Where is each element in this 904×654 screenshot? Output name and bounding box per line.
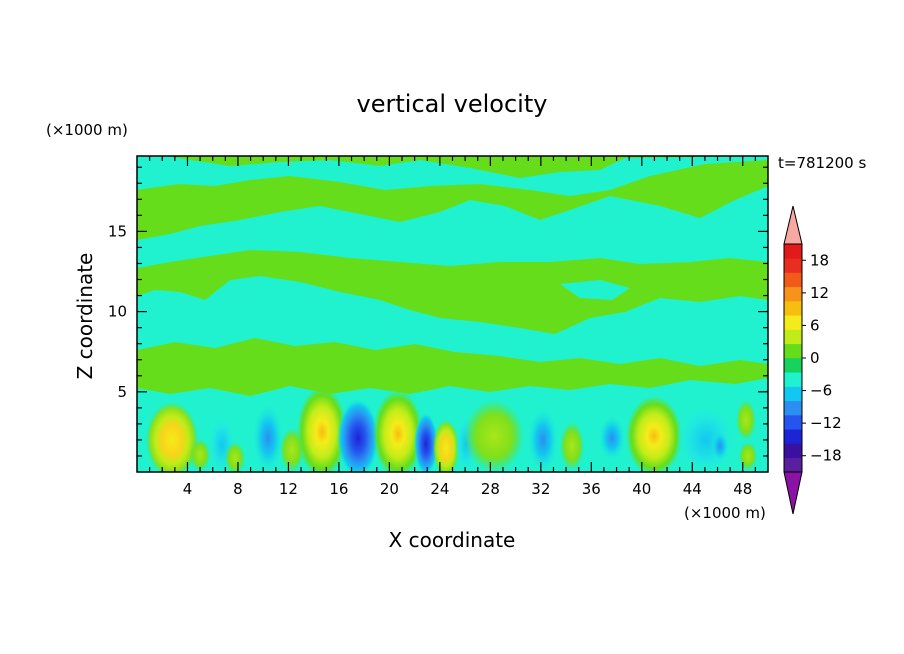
colorbar-segment [784,372,802,387]
colorbar-segment [784,315,802,330]
colorbar-tick-label: 12 [810,284,829,302]
colorbar-tick-label: −12 [810,414,842,432]
chart-title: vertical velocity [357,90,548,118]
cell-up-x15 [297,386,347,472]
cell-up-x35 [560,422,584,470]
x-tick-label: 24 [430,480,449,498]
y-tick-label: 5 [117,383,127,401]
colorbar-segment [784,272,802,288]
colorbar-segment [784,244,802,259]
x-tick-label: 48 [733,480,752,498]
cell-down-x33 [527,406,559,472]
x-tick-label: 32 [531,480,550,498]
x-tick-label: 44 [683,480,702,498]
updraft-band-high [137,156,768,196]
cell-down-x11 [252,402,284,472]
contour-field [137,156,768,472]
colorbar-segment [784,443,802,459]
colorbar-segment [784,415,802,430]
time-label: t=781200 s [778,154,866,172]
cell-up-x25 [433,420,459,472]
colorbar-segment [784,457,802,473]
colorbar-segment [784,429,802,444]
colorbar-tick-label: 0 [810,349,820,367]
colorbar-tick-label: 18 [810,251,829,269]
cell-up-x28 [464,400,524,472]
updraft-band-mid3 [560,280,630,300]
colorbar-tick-label: −6 [810,382,832,400]
colorbar-tick-label: 6 [810,316,820,334]
x-tick-label: 8 [233,480,243,498]
colorbar-segment [784,301,802,316]
axis-ticks [137,156,768,472]
colorbar-segment [784,358,802,373]
y-unit-label: (×1000 m) [46,121,128,139]
updraft-band-low [137,338,768,396]
cell-up-x21 [373,390,423,472]
cell-up-x5 [190,439,210,471]
colorbar-tick-label: −18 [810,447,842,465]
colorbar: −18 −12 −6 0 6 12 18 [783,205,842,515]
colorbar-segment [784,329,802,345]
colorbar-segment [784,343,802,359]
cell-down-x23 [414,412,438,472]
y-tick-label: 10 [108,303,127,321]
y-axis-label: Z coordinate [73,253,97,380]
x-tick-label: 28 [481,480,500,498]
x-tick-labels: 4 8 12 16 20 24 28 32 36 40 44 48 [183,480,753,498]
x-tick-label: 16 [329,480,348,498]
x-axis-label: X coordinate [389,528,516,552]
x-tick-label: 36 [582,480,601,498]
cell-down-x38 [598,414,626,462]
cell-down-x46 [711,430,729,462]
colorbar-under-triangle [783,471,803,515]
cell-up-x41 [626,396,682,472]
colorbar-segment [784,258,802,273]
colorbar-over-triangle [783,205,803,245]
colorbar-segment [784,400,802,416]
cell-up-x8 [225,442,245,472]
colorbar-segment [784,386,802,402]
updraft-band-mid [137,250,768,334]
updraft-band-mid2 [250,284,360,322]
colorbar-segment [784,286,802,302]
cell-up-x3 [146,402,198,472]
x-tick-label: 40 [632,480,651,498]
x-tick-label: 12 [279,480,298,498]
y-tick-labels: 5 10 15 [108,222,127,400]
x-tick-label: 4 [183,480,193,498]
cell-up-x48 [736,400,756,440]
x-tick-label: 20 [380,480,399,498]
cell-down-x18 [337,398,379,472]
cell-up-x48b [739,442,757,470]
y-tick-label: 15 [108,222,127,240]
x-unit-label: (×1000 m) [684,504,766,522]
